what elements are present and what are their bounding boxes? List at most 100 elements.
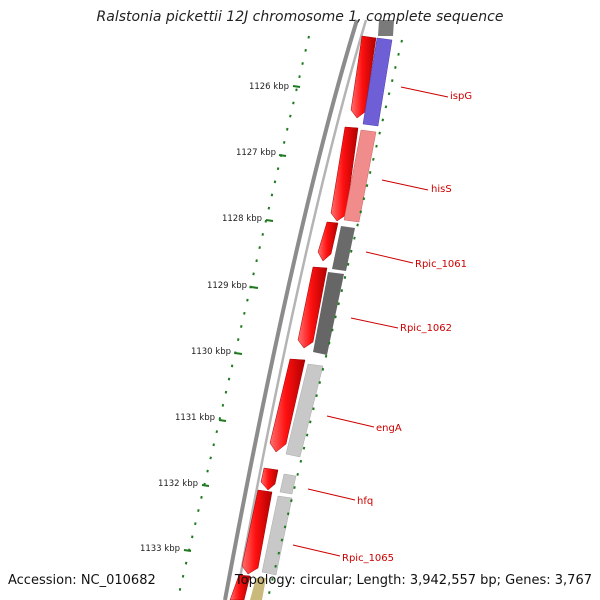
scale-dot — [356, 223, 359, 227]
kbp-label: 1128 kbp — [222, 214, 262, 224]
kbp-label: 1130 kbp — [191, 347, 231, 357]
scale-dot — [252, 272, 255, 276]
scale-dot — [274, 564, 277, 568]
gene-engA — [285, 363, 324, 458]
gene-rpic-1062 — [313, 272, 344, 355]
scale-dot — [337, 302, 340, 306]
scale-dot — [331, 328, 334, 332]
scale-dot — [381, 118, 385, 122]
gene-cds-2 — [330, 126, 359, 222]
scale-dot — [243, 311, 246, 315]
kbp-scale: 1126 kbp 1127 kbp 1128 kbp 1129 kbp 1130… — [140, 82, 301, 554]
scale-dot — [304, 48, 307, 52]
scale-dot — [324, 354, 328, 358]
leader-rpic-1065 — [292, 544, 341, 557]
scale-dot — [365, 184, 369, 188]
scale-dot — [340, 289, 344, 293]
scale-dot — [293, 486, 296, 489]
scale-dot — [194, 522, 197, 526]
kbp-tick — [183, 549, 192, 552]
scale-dot — [368, 171, 372, 174]
scale-dot — [270, 193, 274, 197]
gene-cds-8 — [229, 574, 251, 600]
kbp-tick — [250, 286, 259, 289]
scale-dot — [240, 325, 243, 328]
scale-dot — [209, 456, 212, 460]
scale-dot — [236, 338, 240, 342]
gene-hfq — [279, 473, 297, 495]
scale-dot — [249, 285, 252, 289]
scale-dot — [221, 403, 225, 407]
scale-dot — [224, 390, 228, 394]
label-hisS[interactable]: hisS — [431, 184, 452, 195]
forward-genes — [229, 35, 377, 600]
scale-dot — [268, 591, 271, 594]
scale-dot — [350, 249, 353, 253]
kbp-tick — [218, 419, 227, 422]
gene-ispG — [362, 37, 393, 127]
leader-engA — [326, 415, 375, 428]
scale-dot — [394, 66, 397, 69]
scale-dot — [286, 127, 289, 131]
scale-dot — [267, 206, 271, 210]
scale-dot — [327, 341, 331, 345]
scale-dot — [372, 157, 375, 161]
scale-dot — [277, 551, 281, 555]
kbp-label: 1132 kbp — [158, 479, 198, 489]
scale-dot — [299, 459, 303, 463]
leader-hisS — [381, 179, 429, 191]
scale-dot — [309, 420, 312, 424]
scale-dot — [301, 62, 304, 65]
gene-cds-top-gray — [378, 20, 394, 36]
kbp-label: 1129 kbp — [207, 281, 247, 291]
scale-dot — [191, 535, 194, 539]
scale-dot — [212, 443, 215, 447]
scale-dot — [227, 377, 231, 381]
accession-text: Accession: NC_010682 — [8, 573, 156, 588]
scale-dot — [296, 472, 299, 476]
scale-dot — [273, 180, 277, 184]
gene-cds-1 — [350, 35, 377, 119]
chromosome-backbone-inner — [234, 19, 368, 600]
kbp-label: 1131 kbp — [175, 413, 215, 423]
scale-dot — [362, 197, 366, 201]
scale-dot — [280, 538, 284, 542]
scale-dot — [258, 246, 261, 250]
label-rpic-1062[interactable]: Rpic_1062 — [400, 323, 452, 334]
label-rpic-1065[interactable]: Rpic_1065 — [342, 553, 394, 564]
gene-rpic-1065 — [261, 495, 293, 576]
scale-dot — [305, 433, 309, 437]
kbp-label: 1127 kbp — [236, 148, 276, 158]
scale-dot — [181, 574, 185, 578]
scale-dot — [230, 364, 234, 368]
scale-dot — [283, 525, 287, 529]
scale-dot — [298, 75, 301, 79]
scale-dot — [276, 167, 280, 171]
scale-dot — [290, 499, 293, 503]
topology-text: Topology: circular; Length: 3,942,557 bp… — [234, 573, 592, 588]
label-ispG[interactable]: ispG — [450, 91, 472, 102]
map-title: Ralstonia pickettii 12J chromosome 1, co… — [96, 9, 504, 25]
scale-dot — [359, 210, 362, 214]
gene-cds-5 — [269, 358, 306, 453]
scale-dot — [271, 577, 274, 581]
scale-dot — [215, 430, 219, 434]
label-rpic-1061[interactable]: Rpic_1061 — [415, 259, 467, 270]
scale-dot — [261, 232, 265, 236]
scale-dots-inner — [268, 39, 403, 594]
scale-dot — [312, 407, 315, 411]
scale-dot — [353, 236, 356, 240]
label-hfq[interactable]: hfq — [357, 496, 373, 507]
scale-dot — [178, 587, 182, 591]
leader-hfq — [307, 488, 356, 501]
leader-rpic-1062 — [350, 317, 399, 329]
scale-dot — [255, 259, 258, 263]
scale-dot — [390, 79, 394, 83]
kbp-tick — [234, 352, 243, 355]
kbp-tick — [292, 85, 301, 88]
gene-rpic-1061 — [332, 226, 355, 271]
label-engA[interactable]: engA — [376, 423, 402, 434]
gene-cds-6 — [260, 467, 279, 491]
kbp-tick — [278, 154, 287, 157]
scale-dot — [200, 495, 203, 499]
